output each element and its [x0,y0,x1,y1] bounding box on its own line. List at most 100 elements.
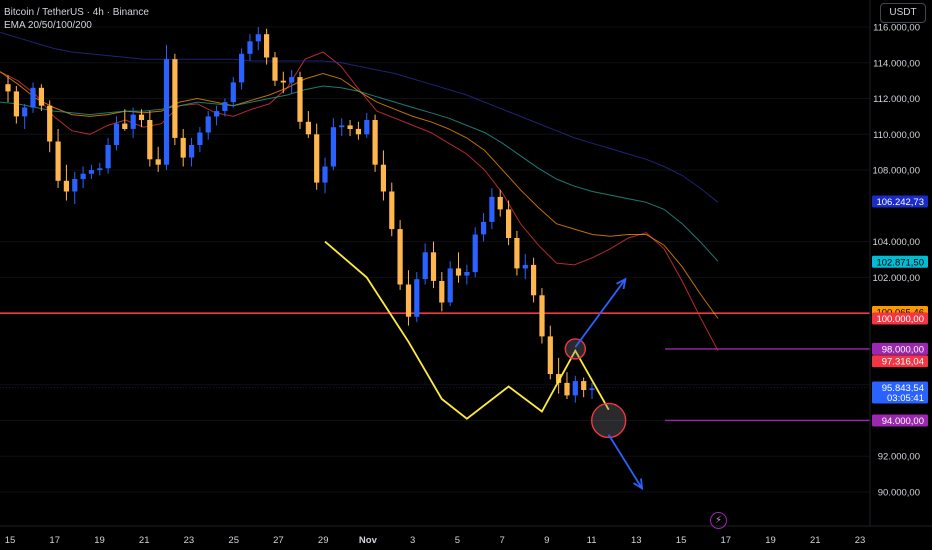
candle-11 [97,162,103,176]
candle-body-61 [514,238,520,269]
candle-body-41 [347,125,353,129]
price-label-5: 97.316,04 [872,355,928,368]
candle-body-13 [113,123,120,146]
candle-body-25 [214,111,220,117]
time-tick-label: 15 [5,535,16,546]
price-tick-label: 102.000,00 [872,273,920,284]
price-label-bg-1 [872,255,928,268]
currency-button[interactable]: USDT [880,3,926,23]
candle-body-44 [372,120,378,165]
circle-marker-0[interactable] [564,338,587,360]
time-tick-label: 19 [94,535,105,546]
candle-43 [364,112,370,138]
candle-3 [30,82,36,113]
candle-25 [214,105,220,126]
candle-body-11 [97,168,103,171]
candle-68 [572,375,578,403]
price-labels: 106.242,73102.871,50100.065,46100.000,00… [872,195,928,427]
candle-body-0 [5,84,11,92]
candle-body-40 [339,125,345,128]
candle-body-1 [13,91,19,117]
candle-body-49 [414,279,420,317]
price-label-text-1: 102.871,50 [876,257,924,268]
candle-body-42 [355,128,361,135]
candle-body-60 [506,209,512,238]
candle-body-64 [539,295,545,337]
candle-58 [489,187,495,230]
candle-38 [322,157,328,194]
price-tick-label: 110.000,00 [873,130,920,141]
time-tick-label: Nov [359,535,378,546]
candle-4 [38,84,44,112]
price-label-6: 95.843,54 [872,381,928,394]
time-tick-label: 27 [273,535,284,546]
candle-body-18 [155,159,161,165]
candle-36 [305,111,311,138]
price-label-text-4: 98.000,00 [882,344,924,355]
price-tick-label: 92.000,00 [878,452,920,463]
candle-body-16 [138,114,145,120]
candle-54 [455,252,462,283]
candle-body-5 [47,105,53,142]
price-tick-label: 112.000,00 [873,94,920,105]
candle-body-27 [230,82,236,103]
candle-40 [339,118,345,137]
price-label-text-3: 100.000,00 [876,314,924,325]
candle-53 [447,261,453,306]
chart-legend: Bitcoin / TetherUS · 4h · Binance EMA 20… [4,6,149,32]
time-tick-label: 9 [544,535,549,546]
candle-69 [581,377,587,398]
price-label-4: 98.000,00 [872,342,928,355]
arrow-head-1[interactable] [633,478,644,491]
candle-body-56 [472,234,478,273]
candle-24 [205,111,211,140]
candle-35 [297,71,303,129]
lightning-icon[interactable]: ⚡ [710,512,727,529]
ema-lines [0,31,719,351]
candle-13 [113,116,120,151]
time-axis[interactable]: 15 17 19 21 23 25 27 29 Nov 3 5 7 9 11 13 15 17 19 21 23 [5,535,866,546]
time-tick-label: 7 [499,535,504,546]
time-tick-label: 5 [455,535,460,546]
time-tick-label: 21 [810,535,821,546]
candle-56 [472,227,478,278]
candle-body-53 [447,268,453,303]
candle-47 [397,220,403,290]
candle-32 [272,52,278,87]
candle-28 [239,48,245,90]
time-tick-label: 15 [676,535,687,546]
time-tick-label: 17 [721,535,732,546]
arrow-head-0[interactable] [616,277,627,290]
candle-body-34 [289,77,295,83]
price-tick-label: 114.000,00 [873,58,920,69]
price-label-text-6: 95.843,54 [882,383,924,394]
candle-15 [130,107,136,138]
arrow-shaft-0[interactable] [574,278,627,348]
price-label-0: 106.242,73 [872,195,928,208]
zigzag-projection[interactable] [324,240,610,420]
candle-2 [22,103,28,129]
candle-31 [264,28,270,65]
price-label-bg-8 [872,414,928,427]
arrow-shaft-1[interactable] [607,434,643,489]
price-tick-label: 90.000,00 [878,488,920,499]
candle-body-37 [314,134,320,183]
candle-body-58 [489,196,495,222]
price-tick-label: 104.000,00 [872,237,920,248]
indicator-title[interactable]: EMA 20/50/100/200 [4,20,92,31]
candle-42 [355,121,361,140]
symbol-title[interactable]: Bitcoin / TetherUS · 4h · Binance [4,7,149,18]
candle-44 [372,114,378,172]
candle-23 [197,127,203,153]
arrow-1[interactable] [607,434,644,491]
candle-body-33 [280,80,286,83]
arrow-0[interactable] [574,277,627,348]
drawings[interactable] [324,240,644,491]
candle-63 [531,257,537,303]
price-tick-label: 108.000,00 [872,166,920,177]
circle-marker-1[interactable] [590,402,627,439]
candle-65 [547,325,553,380]
price-label-bg-4 [872,342,928,355]
candle-57 [481,213,487,242]
